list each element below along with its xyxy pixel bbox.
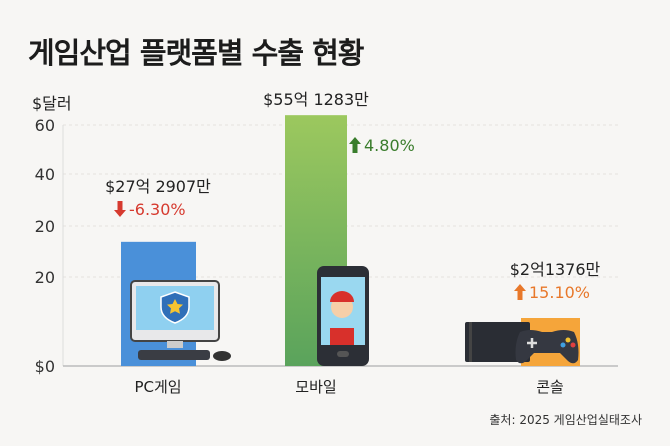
desktop-computer-icon bbox=[130, 280, 231, 361]
category-label: 콘솔 bbox=[536, 378, 564, 396]
console-body bbox=[465, 322, 530, 362]
source-note: 출처: 2025 게임산업실태조사 bbox=[489, 413, 642, 427]
game-console-icon bbox=[465, 322, 579, 364]
data-label: $2억1376만 bbox=[510, 260, 601, 279]
change-label: -6.30% bbox=[129, 200, 186, 219]
arrow-up-icon bbox=[514, 284, 526, 300]
y-tick-label: $0 bbox=[35, 357, 55, 376]
data-label: $55억 1283만 bbox=[263, 90, 369, 109]
btn bbox=[560, 342, 566, 348]
data-label: $27억 2907만 bbox=[105, 177, 211, 196]
y-tick-label: 40 bbox=[35, 165, 55, 184]
stand bbox=[167, 341, 183, 348]
dpad bbox=[527, 338, 537, 348]
arrow-down-icon bbox=[114, 201, 126, 217]
category-label: PC게임 bbox=[134, 378, 181, 396]
change-label: 4.80% bbox=[364, 136, 415, 155]
btn bbox=[570, 342, 576, 348]
console-stripe bbox=[469, 322, 472, 362]
category-label: 모바일 bbox=[295, 378, 336, 396]
btn bbox=[565, 337, 571, 343]
smartphone-game-icon bbox=[317, 266, 369, 366]
y-tick-label: 20 bbox=[35, 217, 55, 236]
y-tick-label: 60 bbox=[35, 116, 55, 135]
change-label: 15.10% bbox=[529, 283, 590, 302]
arrow-up-icon bbox=[349, 137, 361, 153]
y-axis-label: $달러 bbox=[32, 94, 72, 113]
mouse bbox=[213, 351, 231, 361]
y-tick-label: 20 bbox=[35, 268, 55, 287]
shirt bbox=[330, 328, 354, 345]
cap bbox=[330, 291, 354, 302]
star-icon bbox=[167, 299, 183, 314]
page-title: 게임산업 플랫폼별 수출 현황 bbox=[28, 36, 364, 70]
home-button bbox=[337, 351, 349, 357]
keyboard bbox=[138, 350, 210, 360]
